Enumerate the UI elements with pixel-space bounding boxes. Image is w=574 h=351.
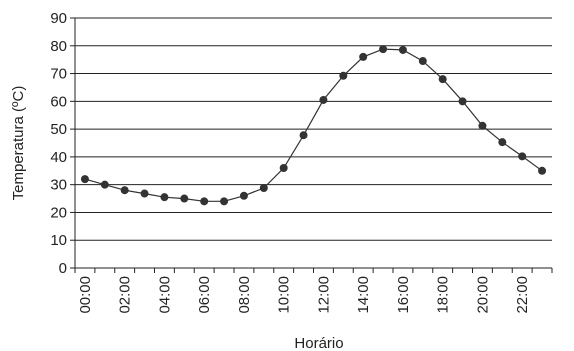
x-tick-label: 04:00 [156,276,173,314]
x-tick-label: 10:00 [276,276,293,314]
x-tick-label: 06:00 [196,276,213,314]
data-point [518,152,527,161]
x-tick-label: 08:00 [236,276,253,314]
x-tick-label: 20:00 [474,276,491,314]
data-point [100,180,109,189]
y-tick-label: 10 [50,232,67,249]
x-tick-label: 18:00 [435,276,452,314]
data-point [120,186,129,195]
data-point [200,197,209,206]
data-point [359,52,368,61]
x-tick-label: 12:00 [315,276,332,314]
x-axis-title: Horário [294,335,343,351]
data-point [220,197,229,206]
data-point [478,121,487,130]
data-point [438,75,447,84]
data-point [339,71,348,80]
x-tick-label: 14:00 [355,276,372,314]
y-tick-label: 60 [50,93,67,110]
data-point [299,131,308,140]
y-tick-label: 30 [50,177,67,194]
data-point [418,57,427,66]
x-tick-label: 00:00 [77,276,94,314]
series-layer [80,45,547,206]
grid-lines [75,17,552,241]
y-tick-label: 50 [50,121,67,138]
x-axis-ticks: 00:00 02:00 04:00 06:00 08:00 10:00 12:00 14:00… [74,268,553,314]
y-tick-label: 40 [50,149,67,166]
data-point [259,184,268,192]
series-line [84,48,543,202]
data-point [538,166,547,175]
data-point [239,191,248,200]
y-axis-ticks: 0 10 20 30 40 50 60 70 80 90 [50,10,75,277]
y-tick-label: 80 [50,38,67,55]
data-point [319,95,328,104]
y-tick-label: 70 [50,66,67,83]
y-tick-label: 90 [50,10,67,27]
x-tick-label: 16:00 [395,276,412,314]
data-point [80,175,89,184]
data-point [180,194,189,203]
y-tick-label: 20 [50,204,67,221]
data-point [498,138,507,147]
x-tick-label: 02:00 [117,276,134,314]
data-point [398,45,407,54]
data-point [379,45,388,54]
y-tick-label: 0 [59,260,67,277]
data-point [279,164,288,172]
y-axis-title: Temperatura (ºC) [10,86,27,201]
x-tick-label: 22:00 [514,276,531,314]
data-point [458,97,467,106]
data-point [140,189,149,198]
data-point [160,193,169,202]
